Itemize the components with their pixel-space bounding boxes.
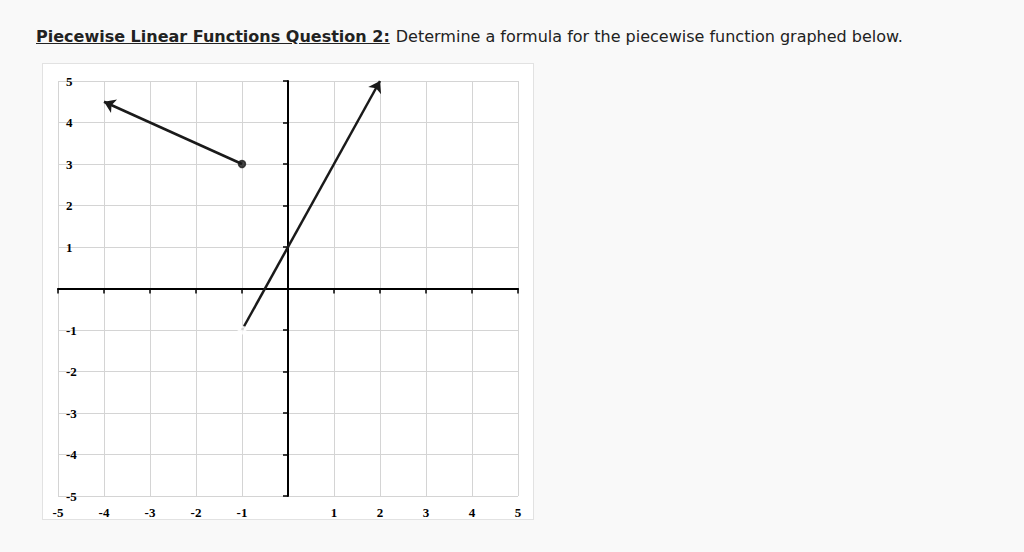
svg-text:-3: -3 [145,505,156,519]
svg-text:1: 1 [66,240,73,255]
svg-text:-1: -1 [237,505,248,519]
svg-text:1: 1 [331,505,338,519]
svg-text:2: 2 [66,198,73,213]
svg-text:-4: -4 [66,447,77,462]
svg-text:3: 3 [66,157,73,172]
svg-text:2: 2 [377,505,384,519]
svg-text:-2: -2 [66,364,77,379]
svg-text:3: 3 [423,505,430,519]
html-text:Piecewise Linear Functions Que: Piecewise Linear Functions Question 2: D… [36,27,903,46]
svg-text:5: 5 [515,505,522,519]
svg-text:-2: -2 [191,505,202,519]
svg-text:5: 5 [66,74,73,89]
svg-text:-1: -1 [66,323,77,338]
svg-text:4: 4 [66,115,73,130]
svg-text:-5: -5 [53,505,64,519]
svg-text:-5: -5 [66,489,77,504]
svg-text:4: 4 [469,505,476,519]
svg-text:-4: -4 [99,505,110,519]
svg-text:-3: -3 [66,406,77,421]
